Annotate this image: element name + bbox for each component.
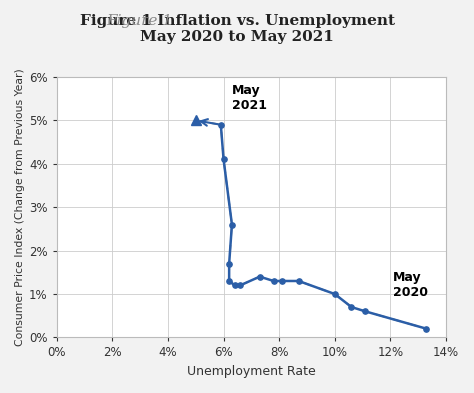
Y-axis label: Consumer Price Index (Change from Previous Year): Consumer Price Index (Change from Previo… <box>15 68 25 346</box>
Text: Figure 1 Inflation vs. Unemployment
May 2020 to May 2021: Figure 1 Inflation vs. Unemployment May … <box>80 14 394 44</box>
Text: May
2021: May 2021 <box>232 84 267 112</box>
X-axis label: Unemployment Rate: Unemployment Rate <box>187 365 316 378</box>
Text: Figure 1: Figure 1 <box>107 14 173 28</box>
Text: May
2020: May 2020 <box>393 271 428 299</box>
